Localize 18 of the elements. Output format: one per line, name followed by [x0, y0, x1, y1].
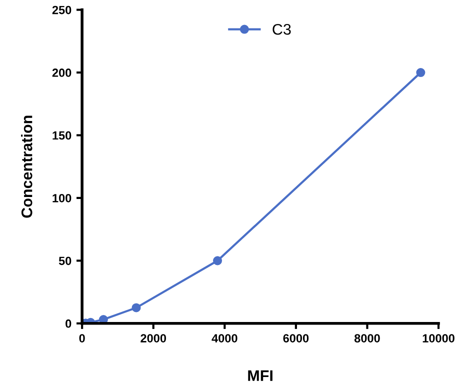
point — [416, 68, 426, 78]
y-axis-title: Concentration — [21, 116, 32, 218]
x-tick-label: 10000 — [422, 334, 454, 342]
y-tick-label: 50 — [58, 256, 72, 266]
x-tick-label: 0 — [79, 334, 85, 342]
y-tick-label: 100 — [52, 194, 72, 202]
y-tick-label: 200 — [52, 68, 72, 77]
x-tick-label: 8000 — [354, 334, 380, 342]
y-tick-label: 250 — [52, 6, 72, 14]
x-tick-label: 2000 — [140, 334, 166, 342]
y-tick-label: 0 — [66, 319, 72, 328]
point — [132, 303, 141, 312]
y-tick-label: 150 — [52, 131, 72, 140]
x-tick-label: 4000 — [212, 334, 238, 342]
point — [213, 256, 222, 266]
legend-label: C3 — [272, 24, 291, 35]
x-axis-title: MFI — [248, 370, 272, 381]
x-tick-label: 6000 — [283, 334, 309, 342]
